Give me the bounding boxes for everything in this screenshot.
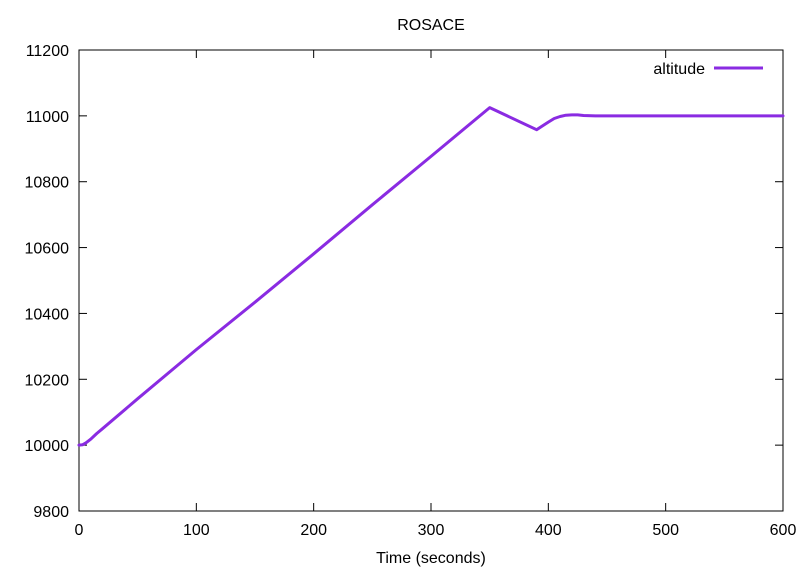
x-tick-label: 500 — [652, 522, 679, 539]
y-tick-label: 9800 — [33, 504, 69, 521]
y-tick-label: 10600 — [25, 241, 70, 258]
legend: altitude — [653, 61, 763, 78]
y-tick-label: 10200 — [25, 372, 70, 389]
y-tick-label: 10000 — [25, 438, 70, 455]
plot-border — [78, 49, 784, 512]
x-tick-label: 200 — [300, 522, 327, 539]
x-tick-label: 100 — [183, 522, 210, 539]
x-tick-label: 400 — [535, 522, 562, 539]
y-tick-label: 11000 — [26, 109, 69, 126]
legend-label: altitude — [653, 61, 705, 78]
y-tick-label: 10400 — [25, 306, 70, 323]
chart-title: ROSACE — [397, 17, 465, 34]
series-layer — [77, 106, 785, 447]
y-tick-label: 10800 — [25, 175, 70, 192]
x-tick-label: 0 — [75, 522, 84, 539]
x-tick-label: 600 — [770, 522, 797, 539]
x-axis-label: Time (seconds) — [376, 550, 486, 567]
series-line-altitude — [77, 106, 785, 447]
y-tick-label: 11200 — [26, 43, 69, 60]
x-tick-label: 300 — [418, 522, 445, 539]
axes: 0 100 200 300 400 500 600 9800 10000 10200 10400 10… — [25, 43, 797, 539]
